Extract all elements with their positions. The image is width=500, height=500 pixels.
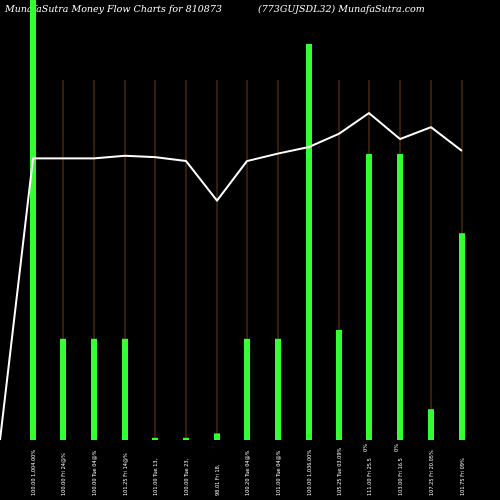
bar (336, 330, 342, 440)
bar (428, 409, 434, 440)
x-tick-label: 103.00 Fri 16.5 (398, 458, 404, 496)
bar (183, 437, 189, 440)
x-tick-label: 100.20 Tue 04@% (245, 450, 251, 496)
bar (60, 338, 66, 440)
x-tick-label: 101.00 Tue 13, (153, 458, 159, 496)
x-tick-label: 100.00 Fri 24@% (61, 453, 67, 496)
bar (91, 338, 97, 440)
x-tick-label: 101.00 Tue 04@% (276, 450, 282, 496)
bar (397, 154, 403, 440)
x-tick-label: 98.01 Fri 18, (215, 464, 221, 496)
x-tick-label: 105.25 Tue 03.09% (337, 447, 343, 496)
series-line (0, 112, 463, 441)
bar (459, 233, 465, 440)
x-tick-label: 111.00 Fri 25.5 (367, 458, 373, 496)
bar (152, 437, 158, 440)
x-tick-label: 101.25 Fri 14@% (123, 453, 129, 496)
x-tick-label: 107.25 Fri 20.05% (429, 450, 435, 496)
chart-subtitle: (773GUJSDL32) MunafaSutra.com (258, 4, 425, 15)
bar (306, 44, 312, 440)
bar-label: 0% (394, 444, 400, 452)
x-tick-label: 100.00 1,036.00% (307, 450, 313, 496)
x-tick-label: 100.00 1,004.00% (31, 450, 37, 496)
bar (366, 154, 372, 440)
x-tick-label: 100.00 Tue 23, (184, 458, 190, 496)
bar-label: 0% (363, 444, 369, 452)
bar (30, 0, 36, 440)
bar (275, 338, 281, 440)
x-tick-label: 100.00 Tue 04@% (92, 450, 98, 496)
bar (244, 338, 250, 440)
chart-title: MunafaSutra Money Flow Charts for 810873 (5, 4, 222, 15)
bar (122, 338, 128, 440)
bar (214, 433, 220, 440)
x-tick-label: 101.75 Fri 09% (460, 458, 466, 496)
